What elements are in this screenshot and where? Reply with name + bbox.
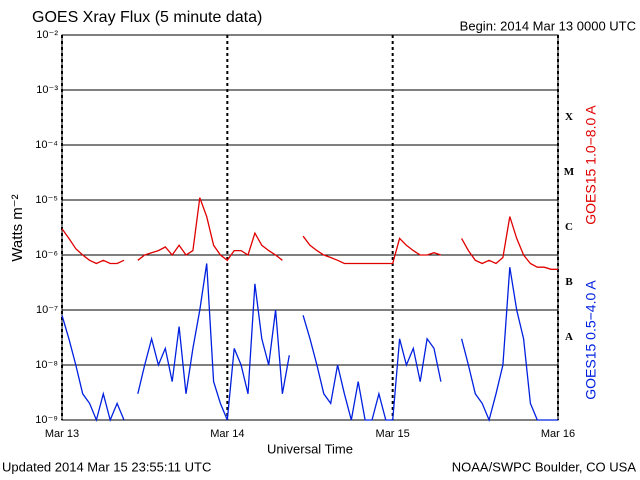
flare-class-label: C — [565, 221, 573, 233]
legend-entry: GOES15 1.0−8.0 A — [583, 105, 599, 225]
y-tick-label: 10⁻⁴ — [35, 139, 58, 151]
y-tick-label: 10⁻⁸ — [35, 359, 58, 371]
y-tick-label: 10⁻² — [36, 29, 58, 41]
series-line — [61, 263, 558, 423]
y-tick-label: 10⁻⁵ — [35, 194, 58, 206]
footer-left: Updated 2014 Mar 15 23:55:11 UTC — [2, 459, 211, 474]
x-tick-label: Mar 15 — [376, 428, 410, 440]
chart-subtitle: Begin: 2014 Mar 13 0000 UTC — [460, 18, 636, 33]
flare-class-label: X — [565, 111, 573, 123]
flare-class-label: B — [565, 276, 573, 288]
x-axis-label: Universal Time — [267, 441, 353, 456]
y-tick-label: 10⁻⁹ — [35, 414, 58, 426]
flare-class-label: A — [565, 331, 573, 343]
footer-right: NOAA/SWPC Boulder, CO USA — [452, 459, 637, 474]
x-tick-label: Mar 13 — [45, 428, 79, 440]
plot-frame — [61, 34, 559, 421]
legend-entry: GOES15 0.5−4.0 A — [583, 280, 599, 400]
y-tick-label: 10⁻³ — [36, 84, 58, 96]
x-tick-label: Mar 16 — [541, 428, 575, 440]
y-tick-label: 10⁻⁶ — [35, 249, 58, 261]
x-tick-label: Mar 14 — [210, 428, 244, 440]
y-tick-label: 10⁻⁷ — [36, 304, 58, 316]
series-line — [61, 197, 558, 270]
y-axis-label: Watts m⁻² — [9, 194, 26, 261]
chart-title: GOES Xray Flux (5 minute data) — [32, 9, 262, 26]
flare-class-label: M — [564, 166, 575, 178]
